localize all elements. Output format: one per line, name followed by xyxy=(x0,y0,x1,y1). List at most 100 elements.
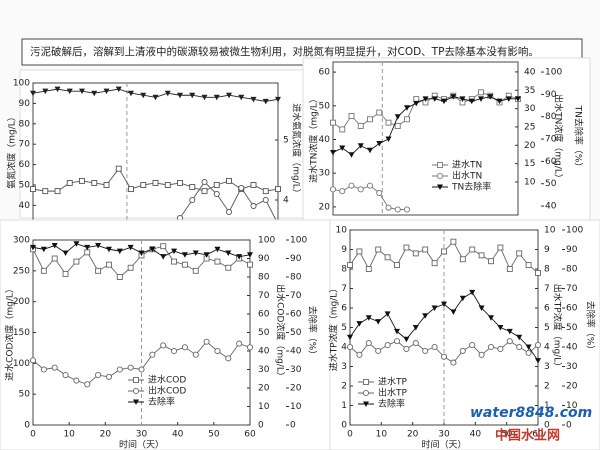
plot-frame xyxy=(332,61,519,216)
marker-circle xyxy=(469,341,476,349)
marker-triangle xyxy=(468,98,475,105)
y3-tick-label: 60 xyxy=(566,304,578,314)
marker-square xyxy=(469,246,476,253)
marker-square xyxy=(192,267,199,274)
y3-axis-label: 去除率（%） xyxy=(585,301,597,355)
marker-triangle xyxy=(330,149,336,156)
y-tick-label: 90 xyxy=(19,99,31,109)
y2-tick-label: 10 xyxy=(258,402,270,412)
y-tick-label: 6 xyxy=(341,304,347,314)
marker-circle xyxy=(534,341,542,349)
marker-circle xyxy=(329,186,337,193)
marker-circle xyxy=(149,351,156,358)
y2-tick-label: 50 xyxy=(258,328,270,338)
x-tick-label: 0 xyxy=(30,430,36,440)
marker-triangle xyxy=(128,90,134,97)
marker-triangle xyxy=(213,94,220,101)
marker-circle xyxy=(40,366,47,373)
marker-triangle xyxy=(376,141,383,147)
marker-triangle xyxy=(91,90,98,97)
marker-circle xyxy=(203,338,210,345)
marker-square xyxy=(152,180,159,186)
marker-square xyxy=(404,116,410,123)
legend-label: 出水TP xyxy=(378,387,407,399)
marker-triangle xyxy=(339,145,346,151)
marker-triangle xyxy=(365,315,372,321)
marker-triangle xyxy=(525,344,532,350)
y-tick-label: 200 xyxy=(13,297,30,307)
y2-tick-label: 30 xyxy=(258,365,270,375)
marker-square xyxy=(375,246,382,253)
marker-square xyxy=(262,188,269,195)
marker-circle xyxy=(357,186,364,193)
marker-triangle xyxy=(450,309,457,315)
marker-square xyxy=(384,254,391,261)
marker-triangle xyxy=(238,94,245,101)
marker-square xyxy=(54,188,61,195)
y2-tick-label: 10 xyxy=(524,177,536,187)
marker-circle xyxy=(339,188,346,195)
marker-triangle xyxy=(30,244,36,251)
marker-triangle xyxy=(535,358,541,364)
y3-tick-label: 60 xyxy=(290,310,302,320)
marker-square xyxy=(79,177,85,184)
marker-square xyxy=(177,180,183,186)
y-tick-label: 1 xyxy=(341,401,347,411)
marker-triangle xyxy=(236,254,243,260)
y-tick-label: 20 xyxy=(319,202,331,212)
marker-triangle xyxy=(367,147,373,154)
marker-triangle xyxy=(496,98,503,105)
y3-tick-label: 30 xyxy=(290,365,302,375)
marker-circle xyxy=(214,347,221,355)
y3-tick-label: 0 xyxy=(290,421,296,431)
marker-circle xyxy=(250,202,257,210)
marker-circle xyxy=(225,208,233,216)
marker-circle xyxy=(225,355,232,362)
marker-square xyxy=(535,269,541,276)
marker-circle xyxy=(356,351,363,358)
marker-circle xyxy=(246,344,254,351)
y2-tick-label: 4 xyxy=(283,196,289,206)
marker-square xyxy=(42,188,49,195)
marker-triangle xyxy=(459,295,466,302)
marker-square xyxy=(95,267,102,274)
marker-triangle xyxy=(51,243,58,249)
y2-axis-label: 进水氨氮浓度（mg/L） xyxy=(291,103,303,198)
y-axis-label: 进水TP浓度（mg/L） xyxy=(328,284,340,371)
marker-triangle xyxy=(181,252,188,258)
marker-triangle xyxy=(404,105,410,111)
y3-tick-label: 90 xyxy=(566,245,578,255)
marker-circle xyxy=(362,389,370,397)
marker-circle xyxy=(213,190,220,198)
marker-circle xyxy=(138,366,145,373)
marker-square xyxy=(250,182,257,188)
marker-triangle xyxy=(431,96,438,102)
marker-triangle xyxy=(262,98,269,105)
y-tick-label: 9 xyxy=(341,245,347,255)
marker-triangle xyxy=(441,301,447,308)
legend-label: 进水TP xyxy=(378,376,407,388)
marker-circle xyxy=(201,178,208,186)
marker-triangle xyxy=(478,96,484,102)
y2-tick-label: 60 xyxy=(258,310,270,320)
marker-triangle xyxy=(487,94,494,100)
y2-tick-label: 20 xyxy=(524,141,536,151)
marker-triangle xyxy=(422,313,429,319)
marker-triangle xyxy=(515,96,521,102)
marker-circle xyxy=(189,196,196,204)
marker-triangle xyxy=(385,136,392,143)
y2-tick-label: 80 xyxy=(258,273,270,283)
y-tick-label: 100 xyxy=(13,359,30,369)
marker-triangle xyxy=(348,152,355,158)
marker-triangle xyxy=(203,252,210,258)
marker-circle xyxy=(436,172,444,180)
y-tick-label: 100 xyxy=(13,79,30,89)
x-tick-label: 20 xyxy=(407,430,419,440)
x-tick-label: 10 xyxy=(376,430,388,440)
y3-tick-label: 80 xyxy=(290,273,302,283)
y3-tick-label: 70 xyxy=(290,291,302,301)
marker-square xyxy=(376,109,383,116)
marker-triangle xyxy=(115,86,122,93)
y-tick-label: 10 xyxy=(336,226,348,236)
